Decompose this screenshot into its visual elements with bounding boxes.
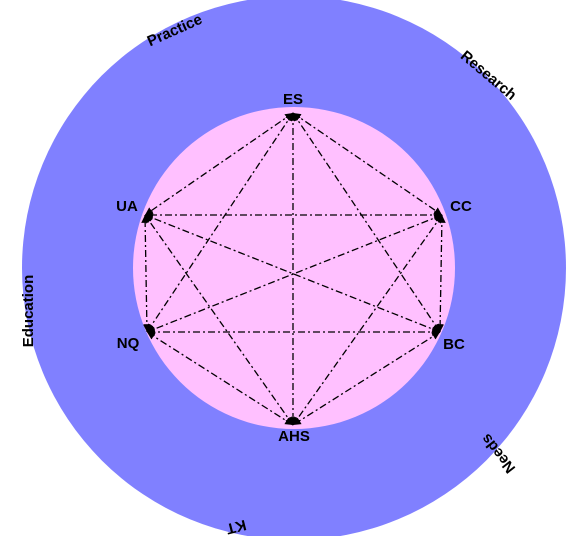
node-label: BC bbox=[443, 336, 465, 353]
node-labels: ES CC BC AHS NQ UA bbox=[116, 91, 472, 445]
node-label: UA bbox=[116, 198, 138, 215]
node-label: AHS bbox=[278, 428, 310, 445]
edge bbox=[144, 214, 294, 426]
ring-label: KT bbox=[224, 516, 248, 536]
node-label: NQ bbox=[117, 335, 140, 352]
inner-circle bbox=[133, 107, 455, 429]
ring-label: Education bbox=[20, 275, 37, 348]
edge bbox=[141, 214, 151, 333]
edge bbox=[292, 331, 441, 426]
node-label: CC bbox=[450, 198, 472, 215]
node-label: ES bbox=[283, 91, 303, 108]
edges bbox=[141, 112, 446, 426]
